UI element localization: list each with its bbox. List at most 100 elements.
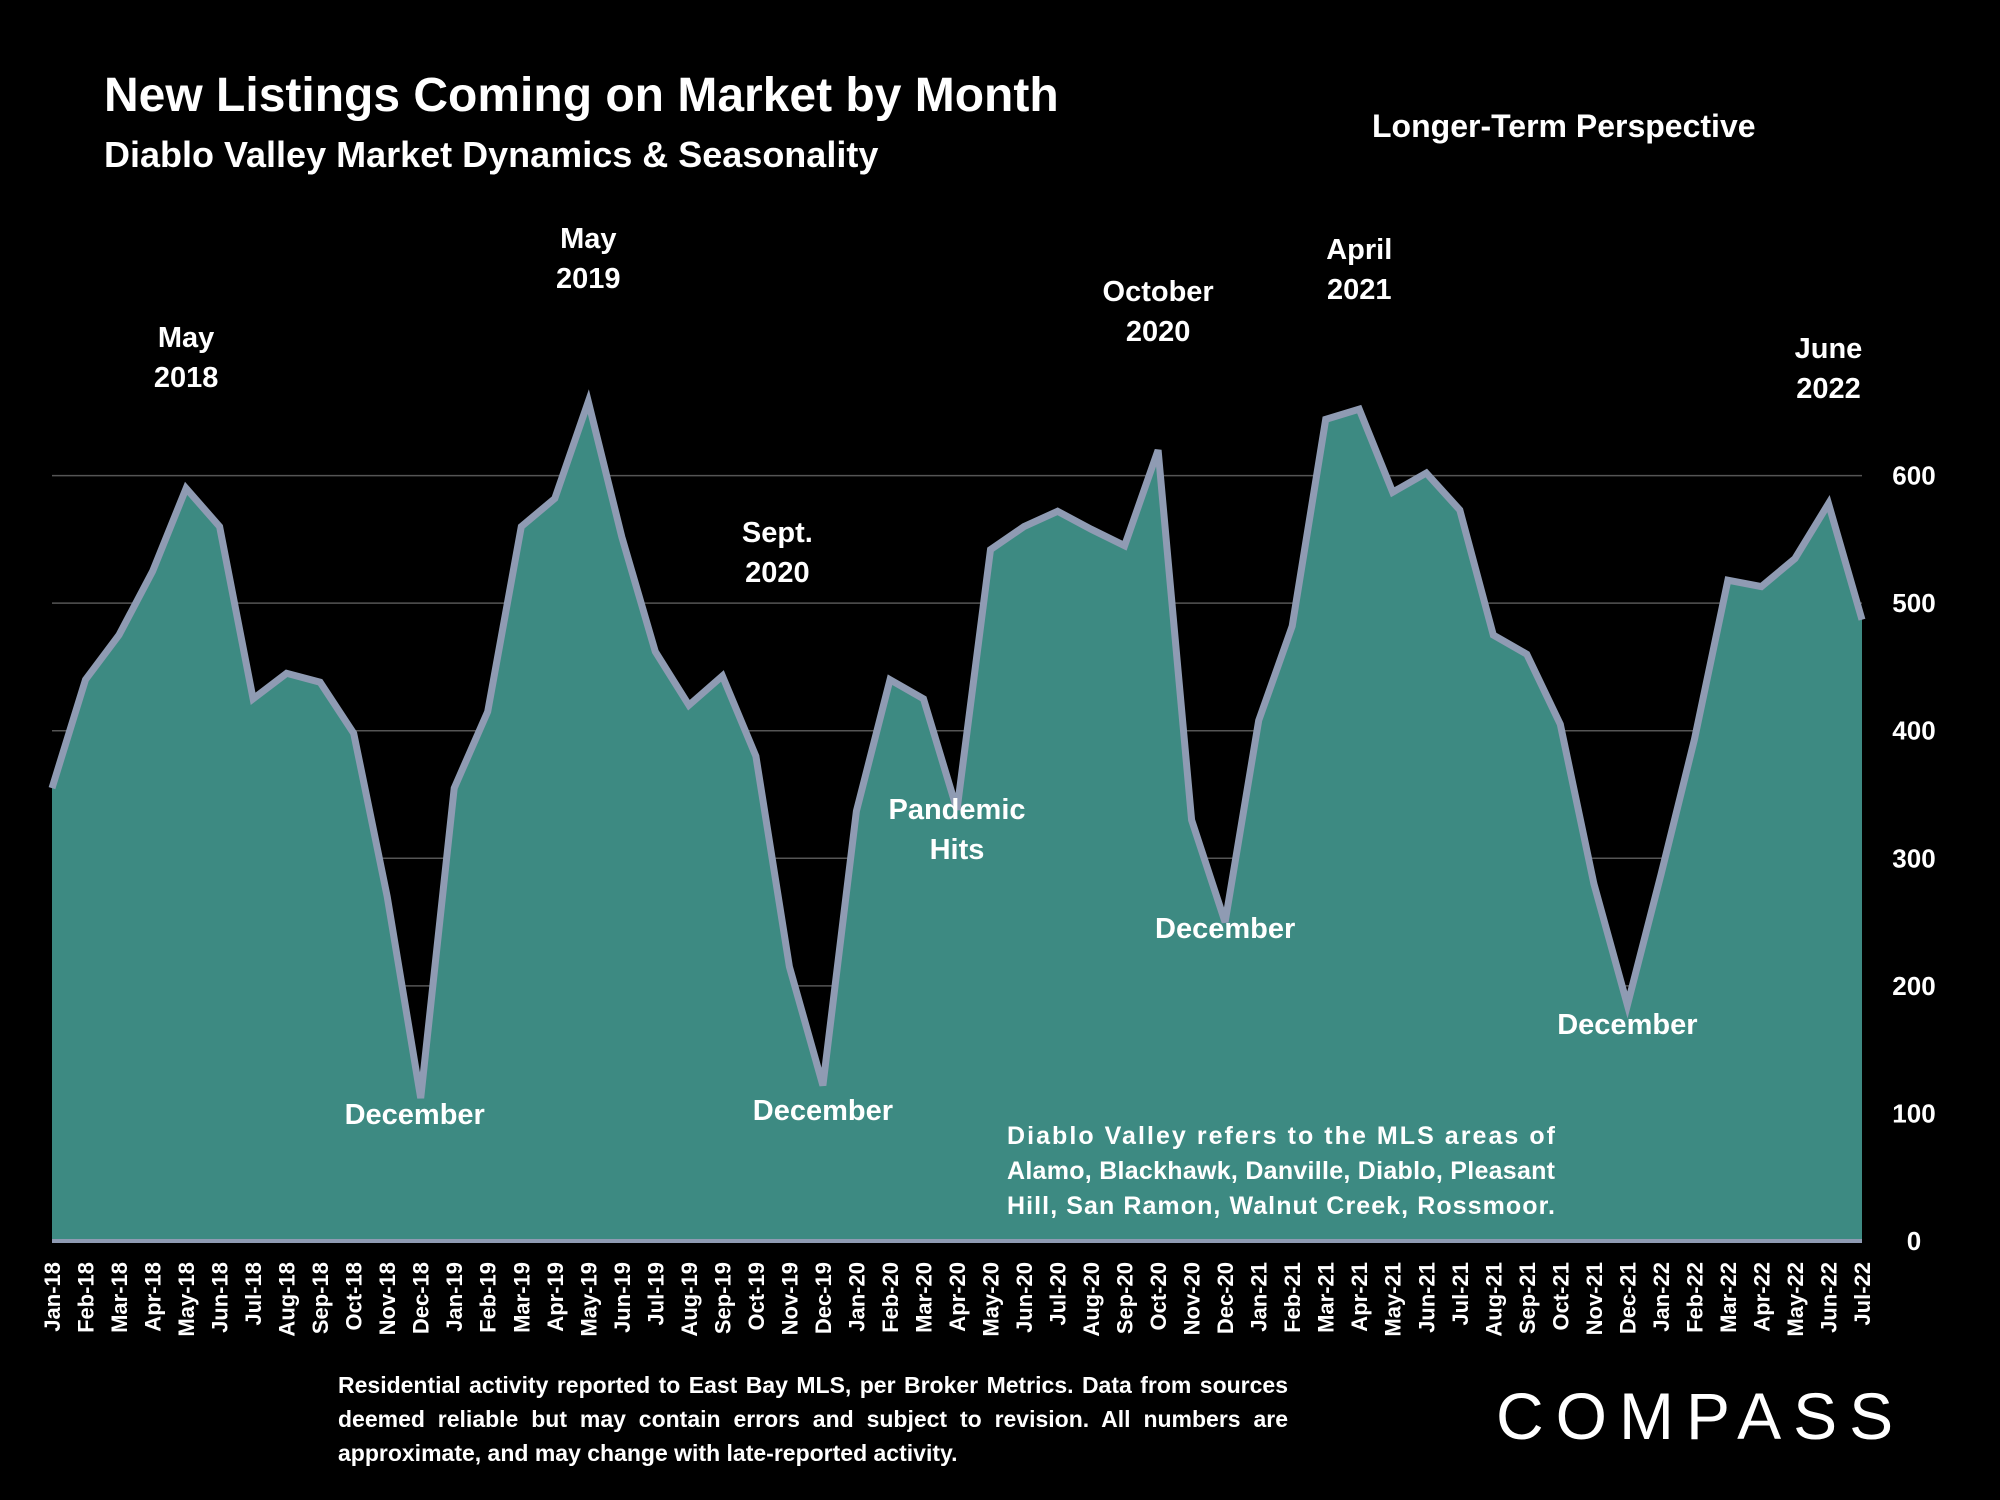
- annotation-background: [1779, 326, 1878, 412]
- annotation-label: April: [1326, 234, 1392, 266]
- x-tick-label: Jan-20: [844, 1262, 869, 1332]
- area-series: [48, 389, 1866, 1243]
- perspective-label: Longer-Term Perspective: [1372, 108, 1756, 144]
- x-tick-label: May-18: [174, 1262, 199, 1337]
- annotation-label: 2020: [745, 557, 810, 589]
- annotation-background: [137, 315, 236, 401]
- x-tick-label: Jan-18: [40, 1262, 65, 1332]
- annotation-background: [539, 216, 638, 302]
- compass-logo: COMPASS: [1496, 1379, 1906, 1453]
- x-tick-label: Mar-19: [509, 1262, 534, 1333]
- x-tick-label: Apr-21: [1347, 1262, 1372, 1332]
- x-tick-label: Mar-22: [1716, 1262, 1741, 1333]
- x-tick-label: Jul-18: [241, 1262, 266, 1326]
- x-tick-label: Mar-20: [911, 1262, 936, 1333]
- x-tick-label: Feb-19: [476, 1262, 501, 1333]
- x-tick-label: Dec-18: [409, 1262, 434, 1334]
- x-tick-label: Nov-18: [375, 1262, 400, 1335]
- x-tick-label: Aug-18: [275, 1262, 300, 1337]
- annotation-label: 2019: [556, 263, 621, 295]
- x-tick-label: Jun-19: [610, 1262, 635, 1333]
- annotation-label: Hits: [930, 834, 985, 866]
- x-tick-label: Nov-20: [1180, 1262, 1205, 1335]
- x-tick-label: Sep-18: [308, 1262, 333, 1334]
- y-tick-label: 200: [1892, 971, 1935, 1001]
- annotation-label: Pandemic: [889, 794, 1026, 826]
- x-tick-label: Dec-19: [811, 1262, 836, 1334]
- y-tick-label: 600: [1892, 461, 1935, 491]
- x-tick-label: Jul-20: [1046, 1262, 1071, 1326]
- x-tick-label: Apr-20: [945, 1262, 970, 1332]
- annotation-label: Sept.: [742, 517, 813, 549]
- annotation-label: December: [753, 1095, 893, 1127]
- x-tick-label: Jan-19: [442, 1262, 467, 1332]
- x-tick-label: Dec-21: [1615, 1262, 1640, 1334]
- x-tick-label: May-22: [1783, 1262, 1808, 1337]
- annotation-label: 2018: [154, 362, 219, 394]
- x-tick-label: Jun-22: [1816, 1262, 1841, 1333]
- x-tick-label: Nov-19: [777, 1262, 802, 1335]
- x-tick-label: Jan-21: [1247, 1262, 1272, 1332]
- x-tick-label: Mar-18: [107, 1262, 132, 1333]
- x-tick-label: Oct-21: [1548, 1262, 1573, 1330]
- annotation-background: [1083, 269, 1233, 355]
- y-tick-label: 400: [1892, 716, 1935, 746]
- y-tick-label: 500: [1892, 588, 1935, 618]
- y-axis: 0 100 200 300 400 500 600: [1892, 461, 1935, 1256]
- annotation-label: December: [345, 1099, 485, 1131]
- x-tick-label: Feb-18: [74, 1262, 99, 1333]
- y-tick-label: 100: [1892, 1098, 1935, 1128]
- annotations: May 2018 December May 2019 Sept. 2020 December P…: [137, 216, 1878, 1131]
- x-tick-label: Jul-21: [1448, 1262, 1473, 1326]
- annotation-label: December: [1155, 913, 1295, 945]
- annotation-label: 2022: [1796, 373, 1861, 405]
- x-tick-label: Dec-20: [1213, 1262, 1238, 1334]
- x-tick-label: Apr-18: [141, 1262, 166, 1332]
- x-tick-label: Jun-20: [1012, 1262, 1037, 1333]
- y-tick-label: 0: [1907, 1226, 1921, 1256]
- x-tick-label: Feb-22: [1682, 1262, 1707, 1333]
- x-tick-label: May-20: [979, 1262, 1004, 1337]
- y-tick-label: 300: [1892, 843, 1935, 873]
- x-tick-label: Oct-18: [342, 1262, 367, 1330]
- x-tick-label: Sep-20: [1113, 1262, 1138, 1334]
- annotation-label: June: [1795, 333, 1863, 365]
- x-tick-label: Jun-18: [208, 1262, 233, 1333]
- x-tick-label: Aug-21: [1481, 1262, 1506, 1337]
- area-note-line: Diablo Valley refers to the MLS areas of: [1007, 1122, 1556, 1150]
- x-tick-label: Apr-19: [543, 1262, 568, 1332]
- x-tick-label: Jul-22: [1850, 1262, 1875, 1326]
- annotation-label: 2021: [1327, 274, 1392, 306]
- annotation-background: [1301, 227, 1417, 313]
- x-tick-label: Feb-20: [878, 1262, 903, 1333]
- annotation-label: October: [1103, 276, 1214, 308]
- annotation-label: December: [1557, 1009, 1697, 1041]
- x-axis: Jan-18 Feb-18 Mar-18 Apr-18 May-18 Jun-18 Jul-…: [40, 1262, 1875, 1337]
- x-tick-label: Oct-20: [1146, 1262, 1171, 1330]
- chart-subtitle: Diablo Valley Market Dynamics & Seasonal…: [104, 134, 879, 175]
- x-tick-label: Sep-21: [1515, 1262, 1540, 1334]
- x-tick-label: Oct-19: [744, 1262, 769, 1330]
- source-footnote: Residential activity reported to East Ba…: [338, 1372, 1288, 1466]
- x-tick-label: May-21: [1381, 1262, 1406, 1337]
- x-tick-label: Jan-22: [1649, 1262, 1674, 1332]
- area-note-line: Alamo, Blackhawk, Danville, Diablo, Plea…: [1007, 1157, 1556, 1185]
- annotation-label: May: [560, 223, 616, 255]
- area-fill: [52, 401, 1862, 1242]
- x-tick-label: Apr-22: [1749, 1262, 1774, 1332]
- x-tick-label: Mar-21: [1314, 1262, 1339, 1333]
- x-tick-label: May-19: [576, 1262, 601, 1337]
- area-note-line: Hill, San Ramon, Walnut Creek, Rossmoor.: [1007, 1192, 1555, 1220]
- x-tick-label: Jun-21: [1414, 1262, 1439, 1333]
- x-tick-label: Feb-21: [1280, 1262, 1305, 1333]
- area-note: Diablo Valley refers to the MLS areas of…: [1007, 1122, 1556, 1220]
- annotation-label: 2020: [1126, 316, 1191, 348]
- annotation-background: [719, 510, 835, 596]
- x-tick-label: Nov-21: [1582, 1262, 1607, 1335]
- annotation-label: May: [158, 322, 214, 354]
- x-tick-label: Sep-19: [710, 1262, 735, 1334]
- x-tick-label: Aug-20: [1079, 1262, 1104, 1337]
- x-tick-label: Aug-19: [677, 1262, 702, 1337]
- chart-title: New Listings Coming on Market by Month: [104, 69, 1059, 122]
